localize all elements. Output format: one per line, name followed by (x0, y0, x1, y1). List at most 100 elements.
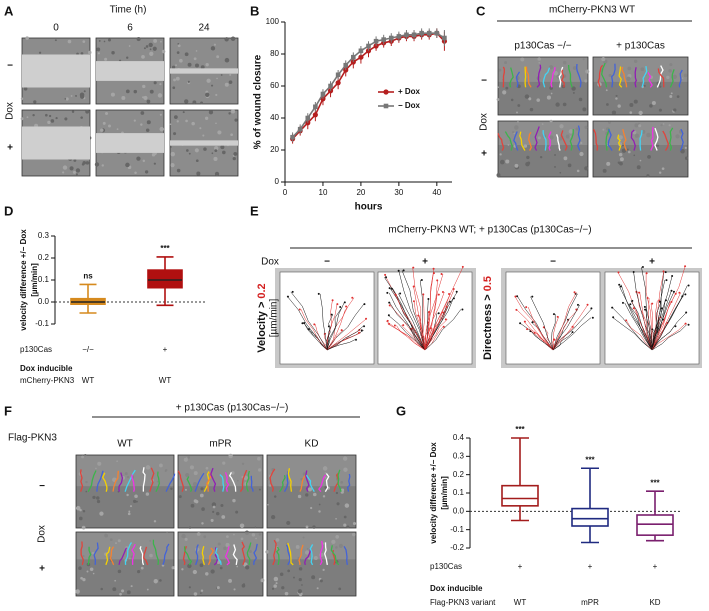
track-end (363, 303, 366, 306)
cell-track (250, 475, 254, 492)
cell-texture (149, 48, 152, 51)
cell-texture (182, 111, 185, 114)
track (396, 325, 426, 351)
track-end (658, 300, 661, 303)
track-end (384, 273, 387, 276)
track (424, 273, 444, 351)
cell-texture (205, 62, 209, 67)
cell-texture (228, 112, 231, 115)
wound-gap (170, 140, 238, 146)
point (388, 35, 394, 41)
cell-texture (133, 119, 136, 122)
cell-track (622, 128, 628, 151)
cell-texture (617, 104, 621, 108)
panel-title: mCherry-PKN3 WT; + p130Cas (p130Cas−/−) (388, 225, 591, 236)
track (551, 339, 557, 351)
cell-track (278, 475, 286, 493)
track (424, 301, 449, 351)
cell-texture (69, 166, 74, 171)
cell-track (542, 130, 547, 151)
cell-texture (229, 73, 232, 76)
cell-track (647, 72, 653, 88)
cell-texture (83, 90, 86, 93)
column-label: WT (117, 439, 133, 450)
track (401, 270, 426, 351)
side-label: Flag-PKN3 (8, 433, 57, 444)
point (426, 30, 432, 36)
cell-track (139, 546, 145, 566)
cell-track (285, 544, 291, 566)
y-tick-label: 100 (266, 17, 280, 26)
track-end (552, 313, 555, 316)
cell-texture (177, 44, 181, 48)
cell-texture (606, 161, 611, 166)
track (645, 273, 653, 351)
cell-track (246, 542, 252, 565)
track-end (670, 289, 673, 292)
cell-texture (212, 505, 216, 509)
track-end (525, 306, 528, 309)
track (388, 292, 426, 351)
cell-texture (572, 91, 575, 94)
track-end (632, 271, 635, 274)
cell-texture (204, 116, 209, 120)
cell-texture (232, 498, 236, 503)
track (648, 297, 653, 351)
track-end (645, 272, 648, 275)
cell-texture (618, 152, 623, 157)
track-end (662, 270, 665, 273)
point (411, 32, 417, 38)
track-end (286, 295, 289, 298)
cell-track (210, 467, 217, 492)
cell-texture (203, 147, 207, 151)
cell-texture (148, 42, 153, 48)
cell-texture (275, 582, 278, 585)
cell-track (246, 470, 251, 492)
track (552, 331, 574, 351)
cell-texture (174, 115, 177, 118)
cell-texture (98, 39, 101, 42)
point (434, 30, 440, 36)
cell-texture (335, 517, 337, 520)
track (651, 319, 663, 351)
cell-track (534, 126, 540, 151)
track-end (386, 291, 389, 294)
cell-texture (62, 171, 65, 174)
table-row-label: Dox inducible (20, 364, 73, 373)
cell-texture (140, 111, 145, 115)
cell-texture (684, 146, 687, 149)
annotation: *** (515, 425, 525, 434)
cell-texture (258, 488, 261, 491)
y-tick-label: 0.4 (453, 433, 465, 442)
cell-texture (136, 37, 141, 42)
cell-track (305, 474, 315, 492)
annotation: *** (650, 478, 660, 487)
track-end (514, 295, 517, 298)
cell-texture (627, 150, 631, 154)
cell-texture (670, 92, 673, 95)
track-end (452, 288, 455, 291)
track-end (298, 308, 301, 311)
track-end (339, 306, 342, 309)
cell-track (298, 544, 304, 565)
cell-texture (195, 50, 198, 52)
y-tick-label: 0.3 (38, 231, 50, 240)
cell-texture (81, 525, 86, 530)
cell-texture (338, 587, 342, 591)
cell-texture (658, 108, 662, 112)
cell-texture (318, 503, 321, 506)
cell-track (183, 546, 193, 566)
track-end (432, 267, 435, 270)
track-end (386, 319, 389, 322)
track-end (448, 292, 451, 295)
track-end (397, 269, 400, 272)
cell-texture (23, 86, 28, 91)
cell-texture (107, 124, 111, 128)
track-end (303, 321, 306, 324)
track-end (519, 322, 522, 325)
cell-texture (160, 40, 162, 43)
cell-track (324, 473, 330, 492)
cell-texture (205, 92, 210, 97)
cell-track (165, 473, 176, 492)
cell-track (239, 469, 248, 493)
